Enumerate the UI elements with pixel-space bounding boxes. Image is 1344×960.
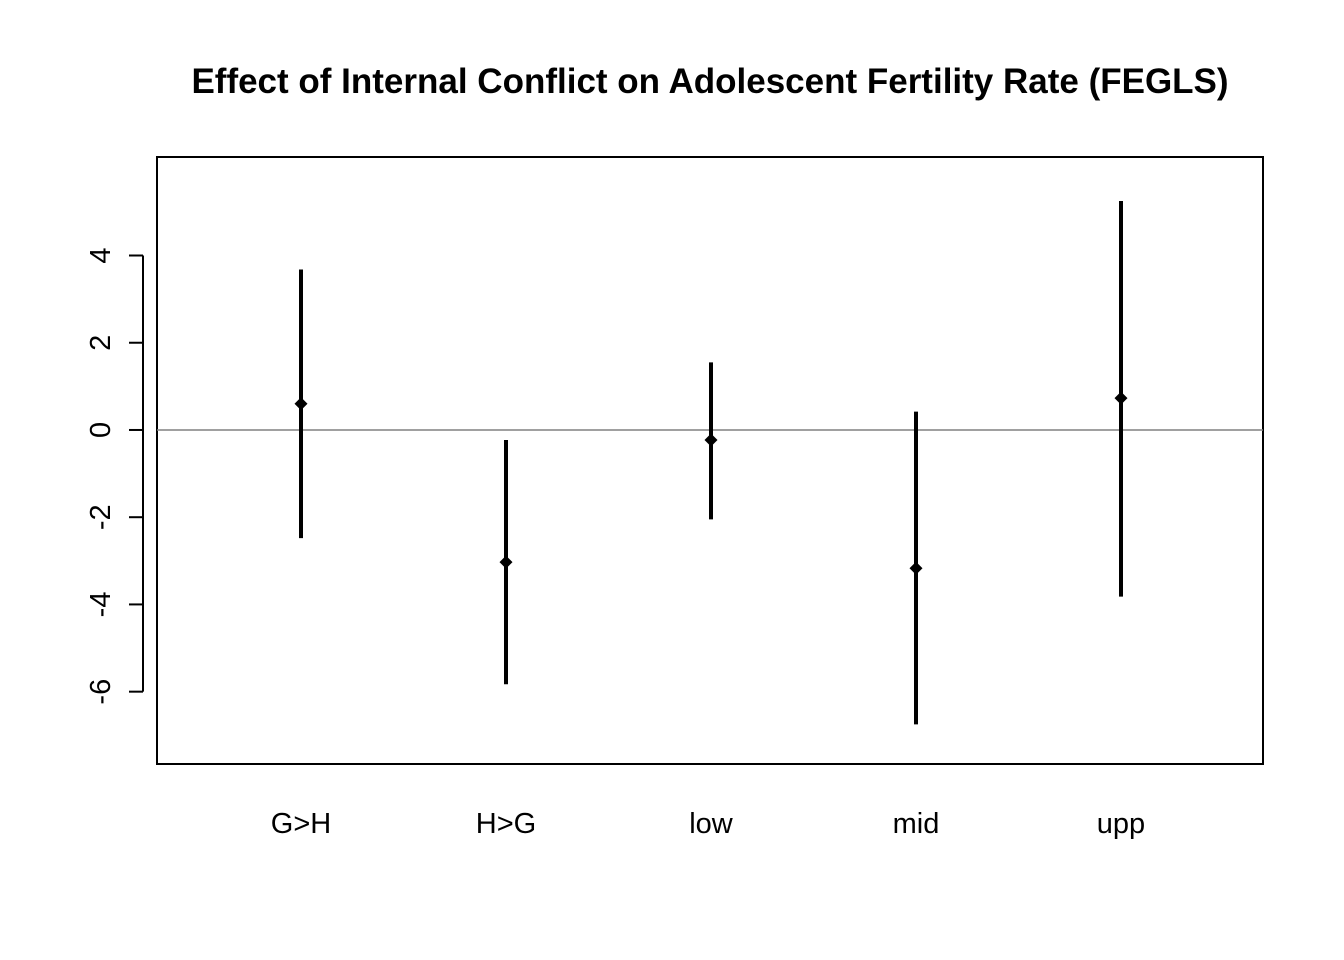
y-tick-label: -6	[85, 679, 117, 705]
point-estimate	[1114, 391, 1128, 405]
x-tick-label: low	[689, 808, 734, 840]
point-estimate	[294, 397, 308, 411]
point-estimate	[704, 433, 718, 447]
x-tick-label: mid	[893, 808, 940, 840]
y-tick-label: -2	[85, 504, 117, 530]
point-estimate	[499, 555, 513, 569]
plot-frame	[156, 156, 1264, 765]
y-tick-label: 4	[85, 247, 117, 263]
y-tick-label: 0	[85, 422, 117, 438]
x-tick-label: H>G	[476, 808, 536, 840]
x-axis-labels: G>H H>G low mid upp	[271, 808, 1145, 840]
y-tick-label: 2	[85, 335, 117, 351]
y-axis-ticks: -6 -4 -2 0 2 4	[85, 247, 143, 705]
x-tick-label: upp	[1097, 808, 1145, 840]
y-tick-label: -4	[85, 592, 117, 618]
x-tick-label: G>H	[271, 808, 331, 840]
point-estimate	[909, 561, 923, 575]
chart-title: Effect of Internal Conflict on Adolescen…	[191, 62, 1228, 101]
error-bars	[294, 200, 1128, 725]
